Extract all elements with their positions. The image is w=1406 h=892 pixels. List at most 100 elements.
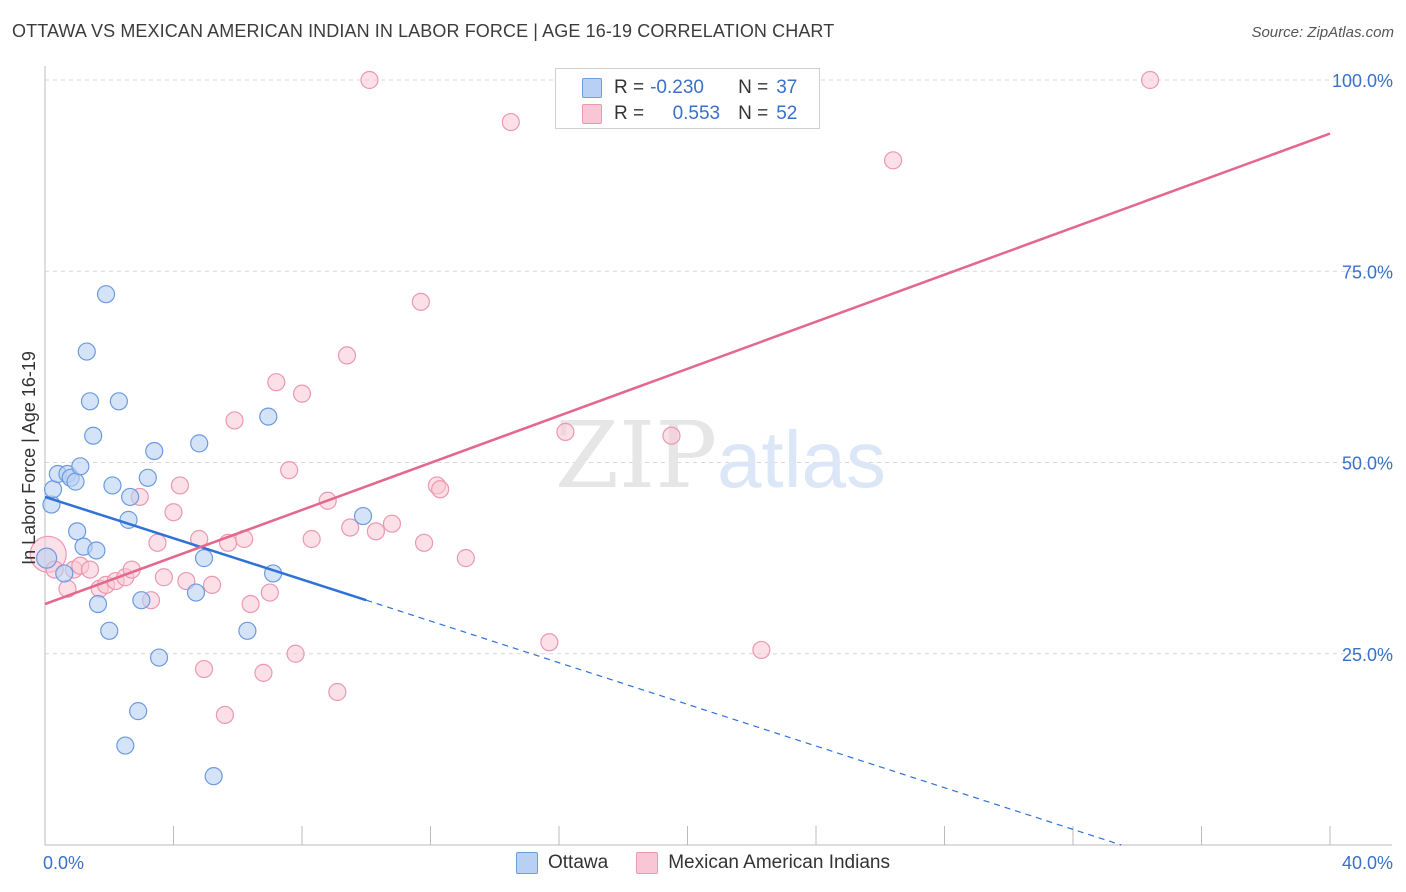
trend-lines-layer	[44, 132, 1331, 846]
ottawa-point	[36, 547, 58, 569]
legend-row-mexican: R = 0.553 N = 52	[582, 102, 797, 126]
mexican-point	[328, 682, 347, 702]
ottawa-point	[121, 487, 140, 507]
ottawa-point	[88, 594, 108, 614]
mexican-point	[225, 411, 244, 430]
legend-item-ottawa[interactable]: Ottawa	[516, 852, 608, 874]
mexican-legend-swatch	[636, 852, 659, 874]
ottawa-point	[116, 736, 135, 755]
ottawa-point	[138, 468, 157, 487]
ottawa-point	[68, 522, 87, 541]
ottawa-point	[129, 702, 148, 721]
mexican-point	[202, 575, 222, 595]
legend-row-ottawa: R = -0.230 N = 37	[582, 76, 797, 100]
ottawa-point	[66, 472, 85, 491]
ottawa-r-label: R =	[614, 77, 645, 98]
ottawa-point	[55, 564, 74, 583]
mexican-point	[337, 346, 357, 365]
source-label: Source: ZipAtlas.com	[1251, 24, 1394, 41]
y-tick-label: 50.0%	[1342, 454, 1393, 474]
ottawa-point	[190, 434, 209, 453]
mexican-point	[254, 663, 273, 682]
mexican-point	[286, 644, 305, 663]
ottawa-point	[80, 392, 100, 411]
mexican-point	[414, 533, 434, 552]
mexican-point	[194, 659, 214, 679]
mexican-n-label: N =	[738, 103, 769, 124]
ottawa-point	[186, 583, 206, 602]
ottawa-r-value: -0.230	[650, 77, 704, 98]
mexican-point	[241, 594, 260, 614]
x-tick-label: 40.0%	[1342, 853, 1393, 873]
ottawa-point	[71, 457, 90, 476]
ottawa-point	[132, 591, 151, 610]
ottawa-legend-swatch	[516, 852, 538, 874]
mexican-trend-line	[44, 132, 1331, 606]
chart-title: OTTAWA VS MEXICAN AMERICAN INDIAN IN LAB…	[12, 21, 835, 41]
ottawa-point	[43, 480, 63, 499]
grid-layer	[45, 79, 1392, 655]
mexican-point	[341, 518, 360, 537]
mexican-point	[302, 529, 321, 549]
mexican-point	[267, 373, 286, 392]
mexican-point	[292, 384, 312, 403]
y-axis-label: In Labor Force | Age 16-19	[19, 351, 39, 565]
mexican-r-value: 0.553	[672, 103, 721, 124]
mexican-point	[215, 705, 234, 725]
mexican-point	[411, 292, 430, 311]
ottawa-point	[87, 541, 106, 560]
mexican-point	[366, 522, 385, 541]
mexican-point	[148, 533, 167, 552]
mexican-point	[662, 426, 681, 445]
mexican-r-label: R =	[614, 103, 645, 124]
ottawa-legend-label: Ottawa	[548, 852, 609, 873]
mexican-legend-label: Mexican American Indians	[668, 852, 890, 873]
mexican-point	[752, 640, 771, 660]
ottawa-trend-line	[44, 495, 367, 602]
watermark-zip: ZIP	[555, 402, 717, 509]
y-tick-label: 100.0%	[1332, 71, 1393, 91]
ottawa-point	[100, 621, 119, 640]
ottawa-point	[194, 549, 214, 568]
ottawa-point	[145, 441, 164, 461]
mexican-point	[260, 583, 279, 602]
mexican-point	[280, 461, 299, 480]
ottawa-trend-dashed	[366, 599, 1122, 846]
watermark-atlas: atlas	[717, 415, 886, 504]
mexican-point	[1140, 70, 1160, 90]
ottawa-point	[77, 342, 96, 361]
mexican-point	[431, 480, 450, 499]
ottawa-point	[259, 407, 278, 426]
ottawa-point	[109, 392, 128, 411]
x-tick-label: 0.0%	[43, 853, 84, 873]
ottawa-n-value: 37	[776, 77, 798, 98]
ottawa-point	[96, 285, 116, 304]
ottawa-point	[103, 476, 122, 495]
ottawa-swatch	[582, 78, 602, 98]
mexican-point	[80, 560, 100, 579]
ottawa-point	[353, 506, 373, 526]
ottawa-point	[238, 621, 257, 640]
mexican-point	[360, 70, 379, 90]
correlation-legend: R = -0.230 N = 37 R = 0.553 N = 52	[555, 68, 820, 129]
mexican-point	[154, 568, 173, 587]
mexican-point	[164, 503, 183, 522]
mexican-point	[170, 476, 190, 495]
y-tick-label: 25.0%	[1342, 645, 1393, 665]
mexican-point	[456, 549, 475, 568]
mexican-point	[540, 633, 559, 652]
mexican-point	[382, 514, 402, 533]
y-tick-label: 75.0%	[1342, 262, 1393, 282]
mexican-swatch	[582, 104, 602, 124]
mexican-point	[883, 151, 903, 170]
mexican-point	[501, 112, 520, 132]
mexican-point	[556, 422, 575, 441]
ottawa-point	[204, 767, 223, 786]
legend-item-mexican[interactable]: Mexican American Indians	[636, 852, 890, 874]
series-legend: Ottawa Mexican American Indians	[0, 852, 1406, 874]
mexican-n-value: 52	[776, 103, 798, 124]
tick-labels-layer: 25.0% 50.0% 75.0% 100.0% 0.0% 40.0%	[43, 71, 1393, 873]
ottawa-point	[149, 648, 169, 667]
ottawa-point	[84, 426, 103, 445]
